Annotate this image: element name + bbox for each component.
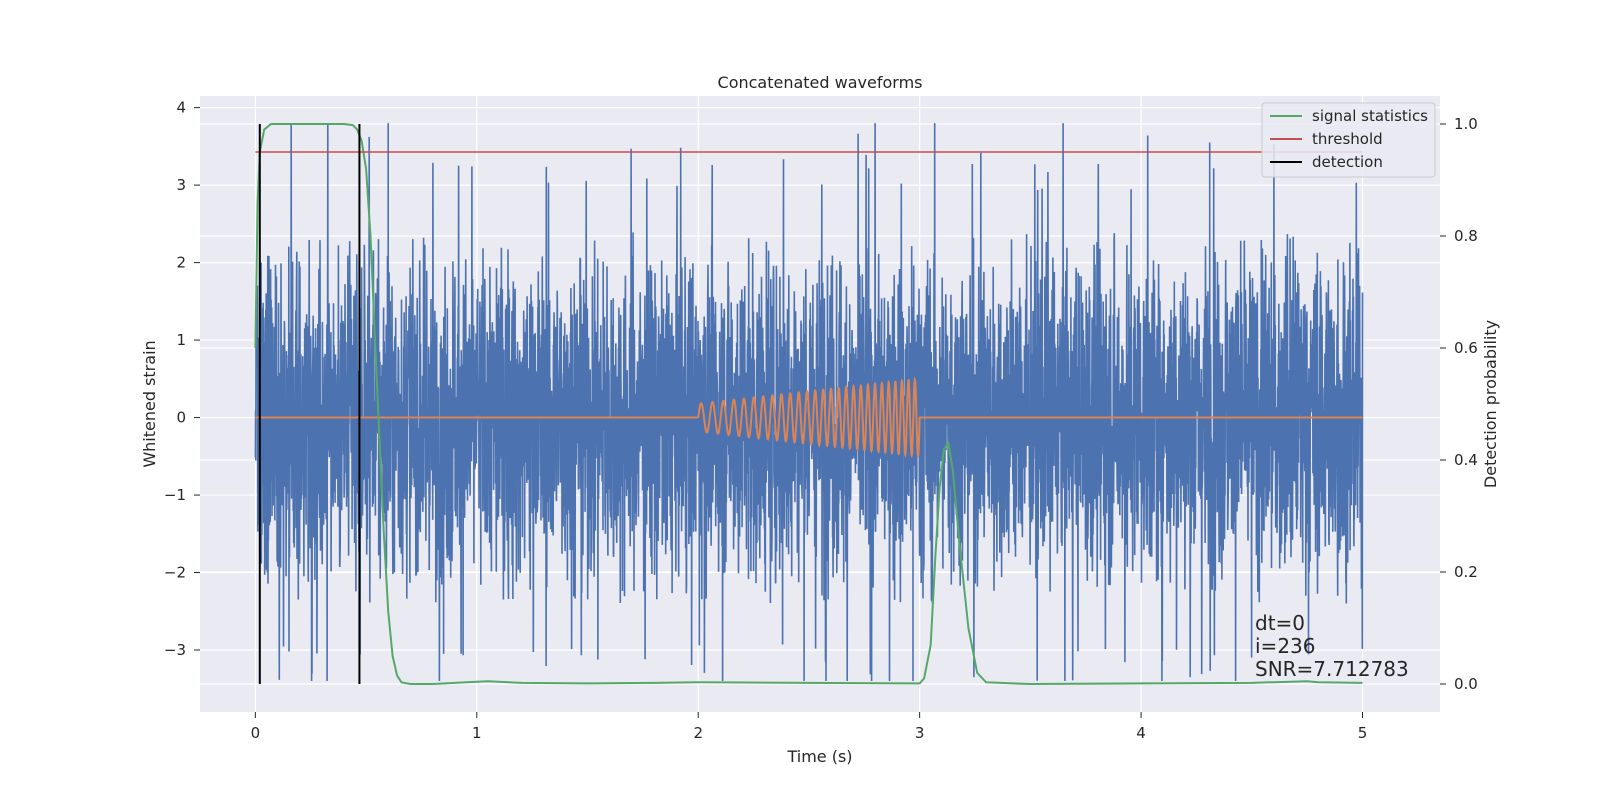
y-tick-label: 1 (176, 331, 186, 349)
x-tick-label: 4 (1136, 724, 1146, 742)
template-line (255, 376, 1363, 459)
strain-series (254, 123, 1364, 682)
y2-tick-label: 1.0 (1454, 115, 1478, 133)
y-axis-label: Whitened strain (140, 340, 159, 467)
y-tick-label: −1 (164, 486, 186, 504)
signal-statistics-series (254, 123, 1363, 686)
legend-label-threshold: threshold (1312, 130, 1383, 148)
x-tick-label: 5 (1358, 724, 1368, 742)
annotation-dt: dt=0 (1255, 611, 1305, 635)
detection-series (258, 124, 361, 684)
strain-line (254, 123, 1364, 682)
y2-tick-label: 0.0 (1454, 675, 1478, 693)
y-tick-label: 2 (176, 254, 186, 272)
y2-tick-label: 0.8 (1454, 227, 1478, 245)
annotation-snr: SNR=7.712783 (1255, 657, 1409, 681)
y2-tick-label: 0.4 (1454, 451, 1478, 469)
x-tick-label: 2 (693, 724, 703, 742)
y2-axis-label: Detection probability (1481, 320, 1500, 488)
x-axis-label: Time (s) (786, 747, 852, 766)
y2-tick-label: 0.6 (1454, 339, 1478, 357)
y-tick-label: −3 (164, 641, 186, 659)
annotation-index: i=236 (1255, 634, 1316, 658)
x-tick-label: 3 (915, 724, 925, 742)
signal-statistics-line (254, 123, 1363, 686)
y-tick-label: 4 (176, 99, 186, 117)
y-tick-label: 3 (176, 176, 186, 194)
x-tick-label: 1 (472, 724, 482, 742)
chart-title: Concatenated waveforms (718, 73, 923, 92)
legend-label-signal-statistics: signal statistics (1312, 107, 1428, 125)
axis-ticks: 0 1 2 3 4 5 −3 −2 −1 0 1 2 3 4 0.0 0.2 0.4 0.6 0.8 1.0 (164, 99, 1478, 742)
y-tick-label: 0 (176, 409, 186, 427)
y-tick-label: −2 (164, 564, 186, 582)
legend-box (1261, 102, 1436, 178)
legend: signal statistics threshold detection (1261, 102, 1436, 178)
x-tick-label: 0 (251, 724, 261, 742)
template-series (255, 376, 1363, 459)
y2-tick-label: 0.2 (1454, 563, 1478, 581)
legend-label-detection: detection (1312, 153, 1383, 171)
